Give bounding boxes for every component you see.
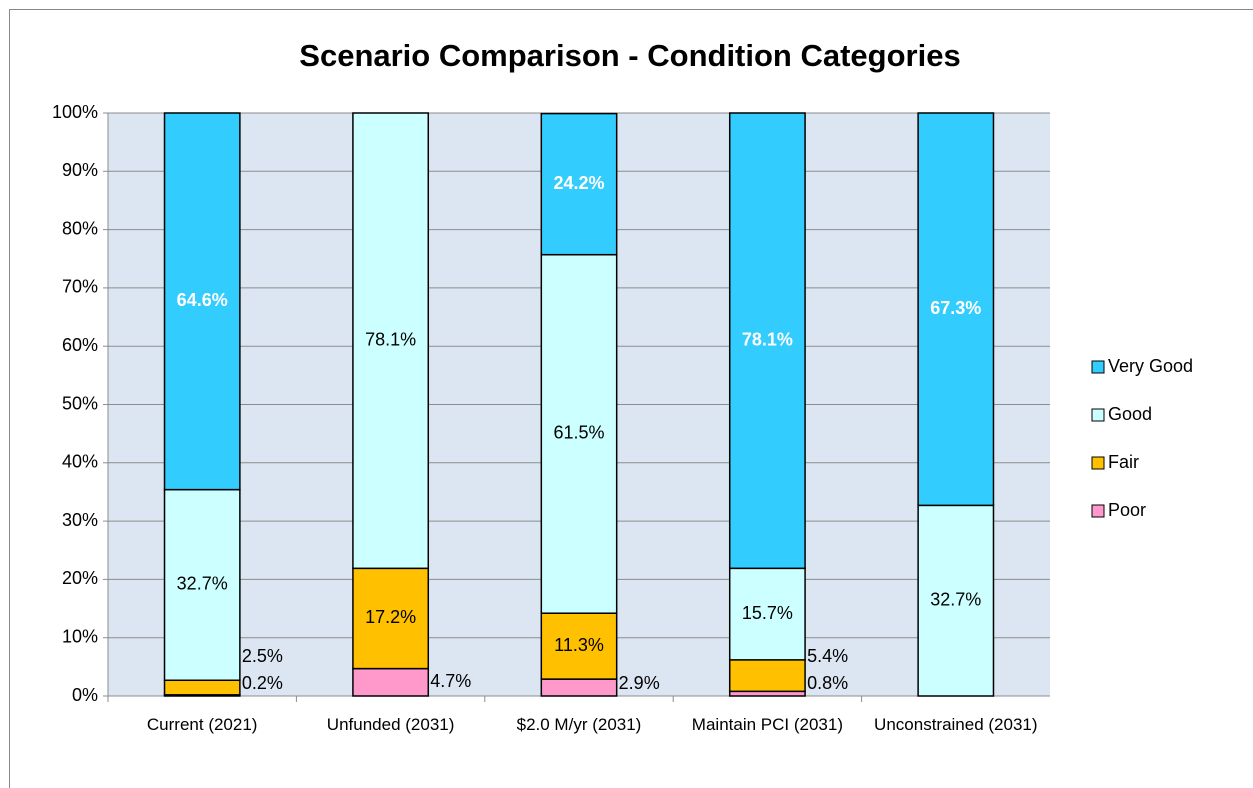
y-tick-label: 0% [72,685,98,705]
bar-segment [728,659,806,693]
bar-segment [163,679,241,696]
data-label: 61.5% [553,423,604,443]
legend-swatch [1091,408,1105,422]
data-label: 24.2% [553,173,604,193]
y-tick-label: 90% [62,160,98,180]
bar-segment [917,112,995,507]
data-label: 0.2% [242,673,283,693]
x-tick-label-box: Maintain PCI (2031) [691,715,843,734]
data-label: 15.7% [742,603,793,623]
x-tick-label: $2.0 M/yr (2031) [516,715,642,734]
x-tick-label-box: Current (2021) [146,715,258,734]
bar-segment [540,678,618,697]
bar-segment [728,567,806,661]
x-tick-label: Unconstrained (2031) [874,715,1038,734]
bar-segment [540,612,618,680]
data-label: 17.2% [365,607,416,627]
x-tick-label-box: $2.0 M/yr (2031) [516,715,642,734]
x-tick-label-box: Unfunded (2031) [326,715,455,734]
legend-swatch [1091,456,1105,470]
legend-label: Poor [1108,500,1146,520]
data-label: 32.7% [930,589,981,609]
data-label: 67.3% [930,298,981,318]
data-label: 0.8% [807,673,848,693]
legend-swatch [1091,360,1105,374]
legend-label: Very Good [1108,356,1193,376]
x-tick-label: Maintain PCI (2031) [691,715,843,734]
data-label: 11.3% [554,635,604,655]
chart-title: Scenario Comparison - Condition Categori… [299,38,960,73]
y-tick-label: 50% [62,393,98,413]
y-tick-label: 70% [62,277,98,297]
legend-swatch [1091,504,1105,518]
y-tick-label: 10% [62,626,98,646]
x-tick-label-box: Unconstrained (2031) [874,715,1038,734]
bar-segment [540,253,618,614]
data-label: 2.5% [242,646,283,666]
y-tick-label: 60% [62,335,98,355]
y-tick-label: 40% [62,452,98,472]
y-tick-label: 100% [52,102,98,122]
bar-segment [917,504,995,697]
y-tick-label: 80% [62,218,98,238]
bar-segment [540,112,618,256]
bar-segment [352,112,430,570]
data-label: 5.4% [807,646,848,666]
data-label: 32.7% [177,574,228,594]
y-tick-label: 30% [62,510,98,530]
data-label: 4.7% [430,671,471,691]
data-label: 78.1% [742,329,793,349]
data-label: 78.1% [365,329,416,349]
x-tick-label: Current (2021) [146,715,258,734]
x-tick-label: Unfunded (2031) [326,715,455,734]
legend-label: Fair [1108,452,1139,472]
y-tick-label: 20% [62,568,98,588]
bar-segment [728,112,806,570]
data-label: 2.9% [619,673,660,693]
bar-segment [163,488,241,682]
data-label: 64.6% [177,290,228,310]
bar-segment [163,112,241,491]
legend-label: Good [1108,404,1152,424]
bar-segment [352,667,430,697]
